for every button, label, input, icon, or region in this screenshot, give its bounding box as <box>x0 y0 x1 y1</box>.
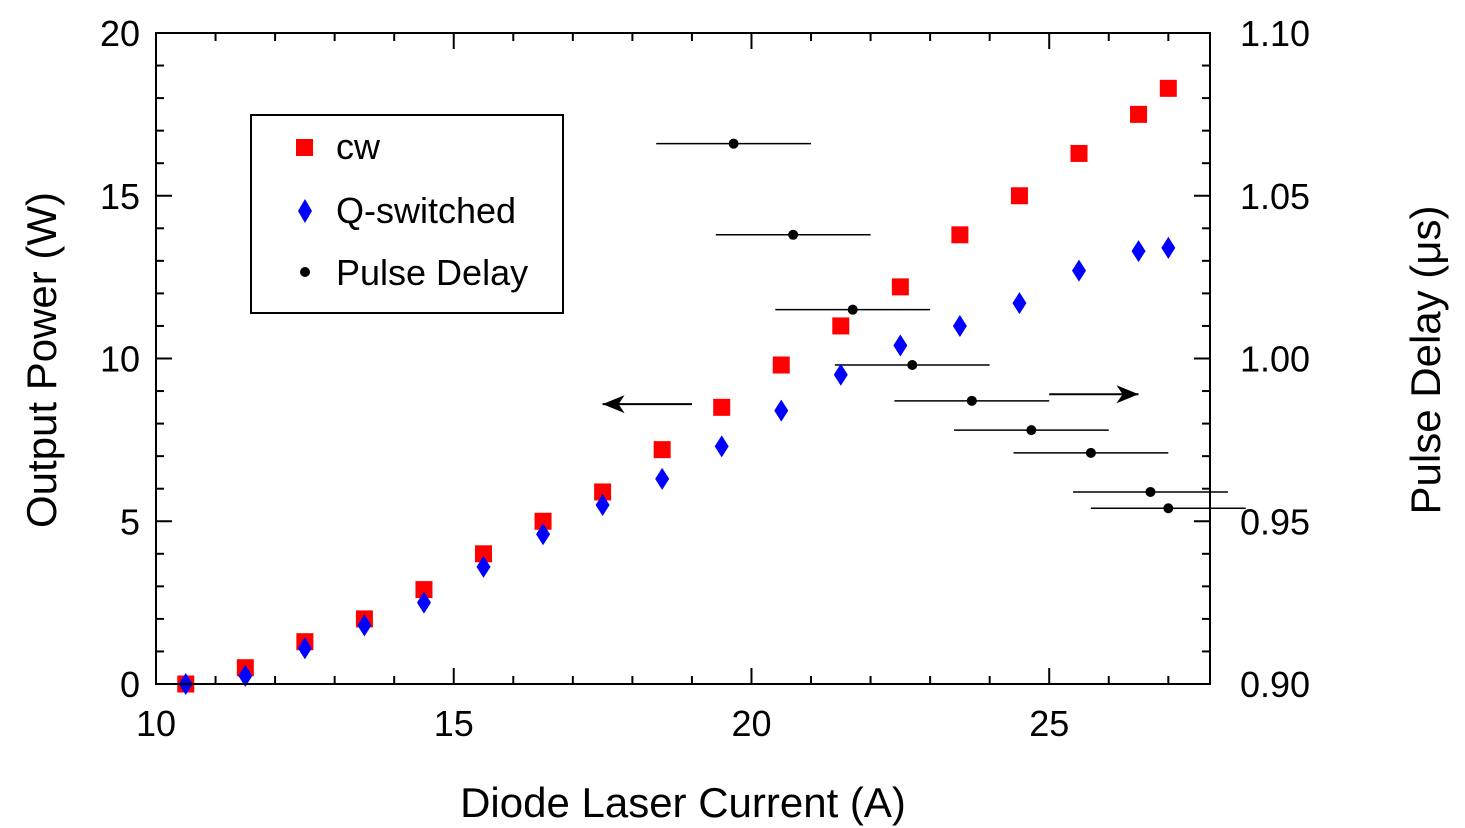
cw-point <box>832 317 850 335</box>
q-switched-point <box>774 399 789 422</box>
cw-point <box>772 356 790 374</box>
legend-qswitched-label: Q-switched <box>336 190 516 231</box>
pulse-delay-point <box>1026 425 1037 436</box>
legend-pulse-delay-label: Pulse Delay <box>336 252 528 293</box>
q-switched-point <box>357 614 372 637</box>
pulse-delay-point <box>1145 486 1156 497</box>
q-switched-point <box>952 314 967 337</box>
plot-frame <box>155 32 1211 685</box>
x-tick-label: 25 <box>1029 703 1069 744</box>
y-tick-label: 0 <box>120 664 140 705</box>
q-switched-point <box>655 467 670 490</box>
cw-point <box>534 512 552 530</box>
pulse-delay-point <box>907 360 918 371</box>
cw-point <box>1130 105 1148 123</box>
x-tick-label: 15 <box>434 703 474 744</box>
q-switched-point <box>893 334 908 357</box>
q-switched-point <box>476 555 491 578</box>
cw-point <box>951 226 969 244</box>
cw-point <box>1159 79 1177 97</box>
q-switched-point <box>536 523 551 546</box>
y2-tick-label: 0.90 <box>1240 664 1310 705</box>
legend-cw-marker <box>296 139 313 156</box>
q-switched-point <box>714 435 729 458</box>
y2-tick-label: 1.00 <box>1240 339 1310 380</box>
y-tick-label: 20 <box>100 13 140 54</box>
left-axis-arrow <box>602 395 692 414</box>
annotations-layer <box>602 385 1139 414</box>
cw-point <box>475 545 493 563</box>
legend-cw-label: cw <box>336 126 381 167</box>
cw-point <box>1070 144 1088 162</box>
ticks-layer: 10 15 20 25 0 5 10 15 20 0.90 0.95 1.00 1.05 1.10 <box>100 13 1310 744</box>
cw-point <box>415 581 433 599</box>
points-layer <box>177 79 1177 695</box>
cw-point <box>594 483 612 501</box>
y-axis-label: Output Power (W) <box>18 192 65 528</box>
y-tick-label: 15 <box>100 176 140 217</box>
pulse-delay-point <box>728 138 739 149</box>
y2-axis-label: Pulse Delay (μs) <box>1402 206 1449 515</box>
q-switched-point <box>297 637 312 660</box>
q-switched-point <box>1071 259 1086 282</box>
legend: cw Q-switched Pulse Delay <box>250 114 564 314</box>
q-switched-point <box>238 664 253 687</box>
q-switched-point <box>416 591 431 614</box>
pulse-delay-point <box>1163 503 1174 514</box>
y2-tick-label: 0.95 <box>1240 501 1310 542</box>
q-switched-point <box>833 363 848 386</box>
pulse-delay-point <box>847 304 858 315</box>
q-switched-point <box>1012 292 1027 315</box>
cw-point <box>713 398 731 416</box>
y2-tick-label: 1.10 <box>1240 13 1310 54</box>
y-tick-label: 5 <box>120 501 140 542</box>
y-tick-label: 10 <box>100 339 140 380</box>
pulse-delay-point <box>1085 447 1096 458</box>
cw-point <box>891 278 909 296</box>
x-tick-label: 20 <box>731 703 771 744</box>
y2-tick-label: 1.05 <box>1240 176 1310 217</box>
right-axis-arrow <box>1049 385 1139 404</box>
x-axis-label: Diode Laser Current (A) <box>460 779 906 826</box>
x-tick-label: 10 <box>136 703 176 744</box>
pulse-delay-point <box>788 229 799 240</box>
q-switched-point <box>1131 240 1146 263</box>
legend-qswitched-marker <box>298 199 312 223</box>
cw-point <box>1010 187 1028 205</box>
cw-point <box>653 441 671 459</box>
q-switched-point <box>1161 236 1176 259</box>
q-switched-point <box>595 493 610 516</box>
pulse-delay-point <box>966 395 977 406</box>
legend-pulse-delay-marker <box>300 267 310 277</box>
